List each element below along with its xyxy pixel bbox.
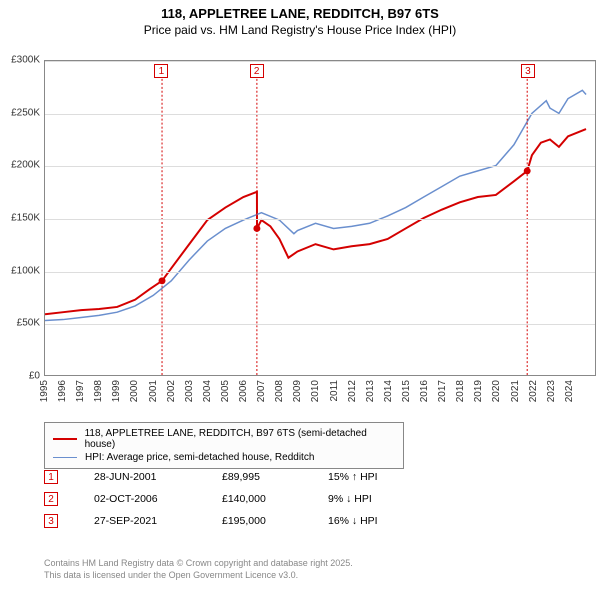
x-axis-label: 2010: [310, 380, 321, 402]
x-axis-label: 2018: [455, 380, 466, 402]
event-date: 02-OCT-2006: [94, 493, 186, 505]
event-row: 1 28-JUN-2001 £89,995 15% ↑ HPI: [44, 466, 418, 488]
chart-svg: [45, 61, 595, 375]
x-axis-label: 2011: [329, 380, 340, 402]
x-axis-label: 2013: [365, 380, 376, 402]
x-axis-label: 2021: [510, 380, 521, 402]
marker-dot-2: [253, 225, 260, 232]
legend-swatch: [53, 457, 77, 459]
x-axis-label: 2003: [184, 380, 195, 402]
gridline: [45, 114, 595, 115]
y-axis-label: £150K: [11, 213, 40, 224]
x-axis-label: 2001: [148, 380, 159, 402]
x-axis-label: 2009: [292, 380, 303, 402]
x-axis-label: 2006: [238, 380, 249, 402]
legend-swatch: [53, 438, 77, 440]
legend: 118, APPLETREE LANE, REDDITCH, B97 6TS (…: [44, 422, 404, 469]
marker-dot-1: [159, 277, 166, 284]
x-axis-label: 2005: [220, 380, 231, 402]
y-axis-label: £300K: [11, 55, 40, 66]
x-axis-label: 1997: [75, 380, 86, 402]
x-axis-label: 2023: [546, 380, 557, 402]
gridline: [45, 166, 595, 167]
event-price: £195,000: [222, 515, 292, 527]
marker-box-2: 2: [250, 64, 264, 78]
footer-attribution: Contains HM Land Registry data © Crown c…: [44, 558, 353, 581]
marker-box-1: 1: [154, 64, 168, 78]
marker-dot-3: [524, 167, 531, 174]
event-price: £89,995: [222, 471, 292, 483]
event-marker-3: 3: [44, 514, 58, 528]
event-row: 2 02-OCT-2006 £140,000 9% ↓ HPI: [44, 488, 418, 510]
gridline: [45, 219, 595, 220]
x-axis-label: 2012: [347, 380, 358, 402]
series-hpi: [45, 90, 586, 320]
x-axis-label: 1995: [39, 380, 50, 402]
gridline: [45, 272, 595, 273]
x-axis-label: 2014: [383, 380, 394, 402]
x-axis-label: 2022: [528, 380, 539, 402]
event-diff: 16% ↓ HPI: [328, 515, 418, 527]
legend-row: HPI: Average price, semi-detached house,…: [53, 451, 395, 464]
event-row: 3 27-SEP-2021 £195,000 16% ↓ HPI: [44, 510, 418, 532]
chart-title: 118, APPLETREE LANE, REDDITCH, B97 6TS: [0, 6, 600, 21]
gridline: [45, 61, 595, 62]
y-axis-label: £200K: [11, 160, 40, 171]
y-axis-label: £250K: [11, 107, 40, 118]
x-axis-label: 2015: [401, 380, 412, 402]
event-price: £140,000: [222, 493, 292, 505]
x-axis-label: 2002: [166, 380, 177, 402]
chart-plot-area: [44, 60, 596, 376]
event-marker-2: 2: [44, 492, 58, 506]
x-axis-label: 2017: [437, 380, 448, 402]
legend-label: 118, APPLETREE LANE, REDDITCH, B97 6TS (…: [85, 428, 395, 450]
y-axis-label: £100K: [11, 265, 40, 276]
x-axis-label: 2024: [564, 380, 575, 402]
event-date: 28-JUN-2001: [94, 471, 186, 483]
footer-line1: Contains HM Land Registry data © Crown c…: [44, 558, 353, 570]
x-axis-label: 1996: [57, 380, 68, 402]
x-axis-label: 2008: [274, 380, 285, 402]
x-axis-label: 1998: [93, 380, 104, 402]
x-axis-label: 2019: [473, 380, 484, 402]
series-price_paid: [45, 129, 586, 314]
legend-row: 118, APPLETREE LANE, REDDITCH, B97 6TS (…: [53, 427, 395, 451]
footer-line2: This data is licensed under the Open Gov…: [44, 570, 353, 582]
chart-subtitle: Price paid vs. HM Land Registry's House …: [0, 23, 600, 37]
y-axis-label: £50K: [17, 318, 40, 329]
gridline: [45, 324, 595, 325]
x-axis-label: 2016: [419, 380, 430, 402]
legend-label: HPI: Average price, semi-detached house,…: [85, 452, 314, 463]
x-axis-label: 2004: [202, 380, 213, 402]
event-diff: 9% ↓ HPI: [328, 493, 418, 505]
event-diff: 15% ↑ HPI: [328, 471, 418, 483]
x-axis-label: 1999: [111, 380, 122, 402]
marker-box-3: 3: [521, 64, 535, 78]
event-date: 27-SEP-2021: [94, 515, 186, 527]
event-table: 1 28-JUN-2001 £89,995 15% ↑ HPI 2 02-OCT-2006…: [44, 466, 418, 532]
x-axis-label: 2020: [491, 380, 502, 402]
x-axis-label: 2000: [129, 380, 140, 402]
event-marker-1: 1: [44, 470, 58, 484]
x-axis-label: 2007: [256, 380, 267, 402]
